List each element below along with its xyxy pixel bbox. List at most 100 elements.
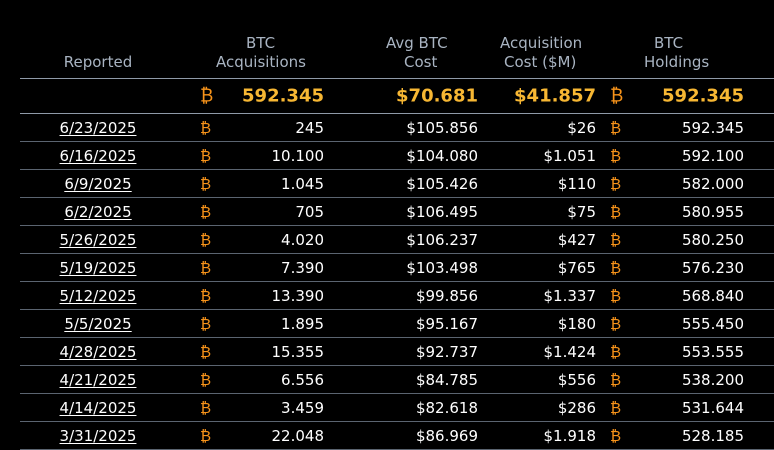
reported-date-link[interactable]: 4/14/2025: [59, 398, 137, 417]
table-row: 5/19/2025 ₿ 7.390 $103.498 $765 ₿ 576.23…: [20, 253, 774, 282]
reported-date-link[interactable]: 4/28/2025: [59, 342, 137, 361]
acquisition-cost-value: $286: [557, 398, 596, 417]
reported-date-link[interactable]: 4/21/2025: [59, 370, 137, 389]
reported-date-link[interactable]: 6/2/2025: [64, 202, 132, 221]
acquisition-cost-value: $556: [557, 370, 596, 389]
reported-date-link[interactable]: 5/19/2025: [59, 258, 137, 277]
reported-date-link[interactable]: 6/9/2025: [64, 174, 132, 193]
avg-cost-value: $105.426: [406, 174, 478, 193]
bitcoin-icon: ₿: [610, 202, 622, 221]
acquisition-cost-value: $1.918: [543, 426, 597, 445]
holdings-cell: ₿ 538.200: [606, 365, 774, 394]
bitcoin-icon: ₿: [610, 174, 622, 193]
acquisition-cost-cell: $427: [494, 225, 606, 254]
avg-cost-value: $84.785: [415, 370, 478, 389]
avg-cost-cell: $106.495: [332, 197, 494, 226]
acquisition-cost-value: $110: [557, 174, 596, 193]
acquisitions-value: 15.355: [271, 342, 325, 361]
reported-date-link[interactable]: 5/12/2025: [59, 286, 137, 305]
acquisition-cost-cell: $1.051: [494, 141, 606, 170]
bitcoin-icon: ₿: [610, 426, 622, 445]
header-acquisition-cost[interactable]: Acquisition Cost ($M): [494, 32, 606, 79]
acquisitions-value: 1.895: [281, 314, 324, 333]
acquisition-cost-value: $1.051: [543, 146, 597, 165]
total-holdings: ₿ 592.345: [606, 78, 774, 114]
acquisitions-cell: ₿ 4.020: [188, 225, 332, 254]
reported-date-link[interactable]: 3/31/2025: [59, 426, 137, 445]
acquisitions-cell: ₿ 1.045: [188, 169, 332, 198]
acquisition-cost-cell: $1.918: [494, 421, 606, 450]
reported-date-cell: 5/12/2025: [20, 281, 188, 310]
table-row: 6/23/2025 ₿ 245 $105.856 $26 ₿ 592.345: [20, 113, 774, 142]
acquisitions-value: 13.390: [271, 286, 325, 305]
table-row: 6/16/2025 ₿ 10.100 $104.080 $1.051 ₿ 592…: [20, 141, 774, 170]
holdings-value: 576.230: [681, 258, 744, 277]
header-btc-holdings[interactable]: BTC Holdings: [606, 32, 774, 79]
avg-cost-value: $103.498: [406, 258, 478, 277]
reported-date-link[interactable]: 6/16/2025: [59, 146, 137, 165]
table-row: 5/26/2025 ₿ 4.020 $106.237 $427 ₿ 580.25…: [20, 225, 774, 254]
avg-cost-value: $106.495: [406, 202, 478, 221]
avg-cost-cell: $86.969: [332, 421, 494, 450]
holdings-value: 580.955: [681, 202, 744, 221]
table-row: 5/12/2025 ₿ 13.390 $99.856 $1.337 ₿ 568.…: [20, 281, 774, 310]
table-row: 4/14/2025 ₿ 3.459 $82.618 $286 ₿ 531.644: [20, 393, 774, 422]
acquisition-cost-cell: $765: [494, 253, 606, 282]
avg-cost-cell: $106.237: [332, 225, 494, 254]
holdings-cell: ₿ 592.100: [606, 141, 774, 170]
bitcoin-icon: ₿: [200, 398, 212, 417]
acquisition-cost-cell: $1.337: [494, 281, 606, 310]
holdings-value: 555.450: [681, 314, 744, 333]
reported-date-link[interactable]: 6/23/2025: [59, 118, 137, 137]
holdings-cell: ₿ 576.230: [606, 253, 774, 282]
reported-date-cell: 4/21/2025: [20, 365, 188, 394]
bitcoin-icon: ₿: [200, 286, 212, 305]
holdings-cell: ₿ 555.450: [606, 309, 774, 338]
acquisitions-value: 4.020: [281, 230, 324, 249]
acquisitions-cell: ₿ 10.100: [188, 141, 332, 170]
holdings-value: 553.555: [681, 342, 744, 361]
acquisitions-value: 245: [295, 118, 324, 137]
acquisitions-cell: ₿ 1.895: [188, 309, 332, 338]
acquisitions-value: 6.556: [281, 370, 324, 389]
header-line: BTC: [246, 34, 276, 52]
bitcoin-icon: ₿: [200, 370, 212, 389]
header-reported[interactable]: Reported: [20, 32, 188, 79]
acquisitions-cell: ₿ 22.048: [188, 421, 332, 450]
header-btc-acquisitions[interactable]: BTC Acquisitions: [188, 32, 332, 79]
bitcoin-icon: ₿: [200, 342, 212, 361]
holdings-value: 580.250: [681, 230, 744, 249]
bitcoin-icon: ₿: [200, 118, 212, 137]
acquisitions-value: 7.390: [281, 258, 324, 277]
avg-cost-cell: $104.080: [332, 141, 494, 170]
acquisition-cost-value: $427: [557, 230, 596, 249]
acquisition-cost-cell: $180: [494, 309, 606, 338]
table-header: Reported BTC Acquisitions Avg BTC Cost A…: [20, 32, 774, 79]
avg-cost-cell: $92.737: [332, 337, 494, 366]
header-avg-btc-cost[interactable]: Avg BTC Cost: [332, 32, 494, 79]
totals-label: [20, 78, 188, 114]
header-line: BTC: [654, 34, 684, 52]
reported-date-cell: 6/9/2025: [20, 169, 188, 198]
table-body: ₿ 592.345 $70.681 $41.857 ₿ 592.345 6/23…: [20, 78, 774, 450]
header-line: Acquisitions: [216, 53, 306, 71]
avg-cost-value: $95.167: [415, 314, 478, 333]
holdings-value: 531.644: [681, 398, 744, 417]
table-row: 4/28/2025 ₿ 15.355 $92.737 $1.424 ₿ 553.…: [20, 337, 774, 366]
holdings-cell: ₿ 580.955: [606, 197, 774, 226]
avg-cost-value: $92.737: [415, 342, 478, 361]
holdings-cell: ₿ 592.345: [606, 113, 774, 142]
table-row: 6/9/2025 ₿ 1.045 $105.426 $110 ₿ 582.000: [20, 169, 774, 198]
holdings-cell: ₿ 531.644: [606, 393, 774, 422]
acquisition-cost-value: $1.337: [543, 286, 597, 305]
bitcoin-icon: ₿: [610, 286, 622, 305]
reported-date-cell: 5/5/2025: [20, 309, 188, 338]
acquisitions-value: 705: [295, 202, 324, 221]
avg-cost-cell: $105.856: [332, 113, 494, 142]
holdings-value: 538.200: [681, 370, 744, 389]
reported-date-link[interactable]: 5/26/2025: [59, 230, 137, 249]
bitcoin-icon: ₿: [610, 314, 622, 333]
reported-date-link[interactable]: 5/5/2025: [64, 314, 132, 333]
holdings-cell: ₿ 528.185: [606, 421, 774, 450]
bitcoin-icon: ₿: [610, 230, 622, 249]
